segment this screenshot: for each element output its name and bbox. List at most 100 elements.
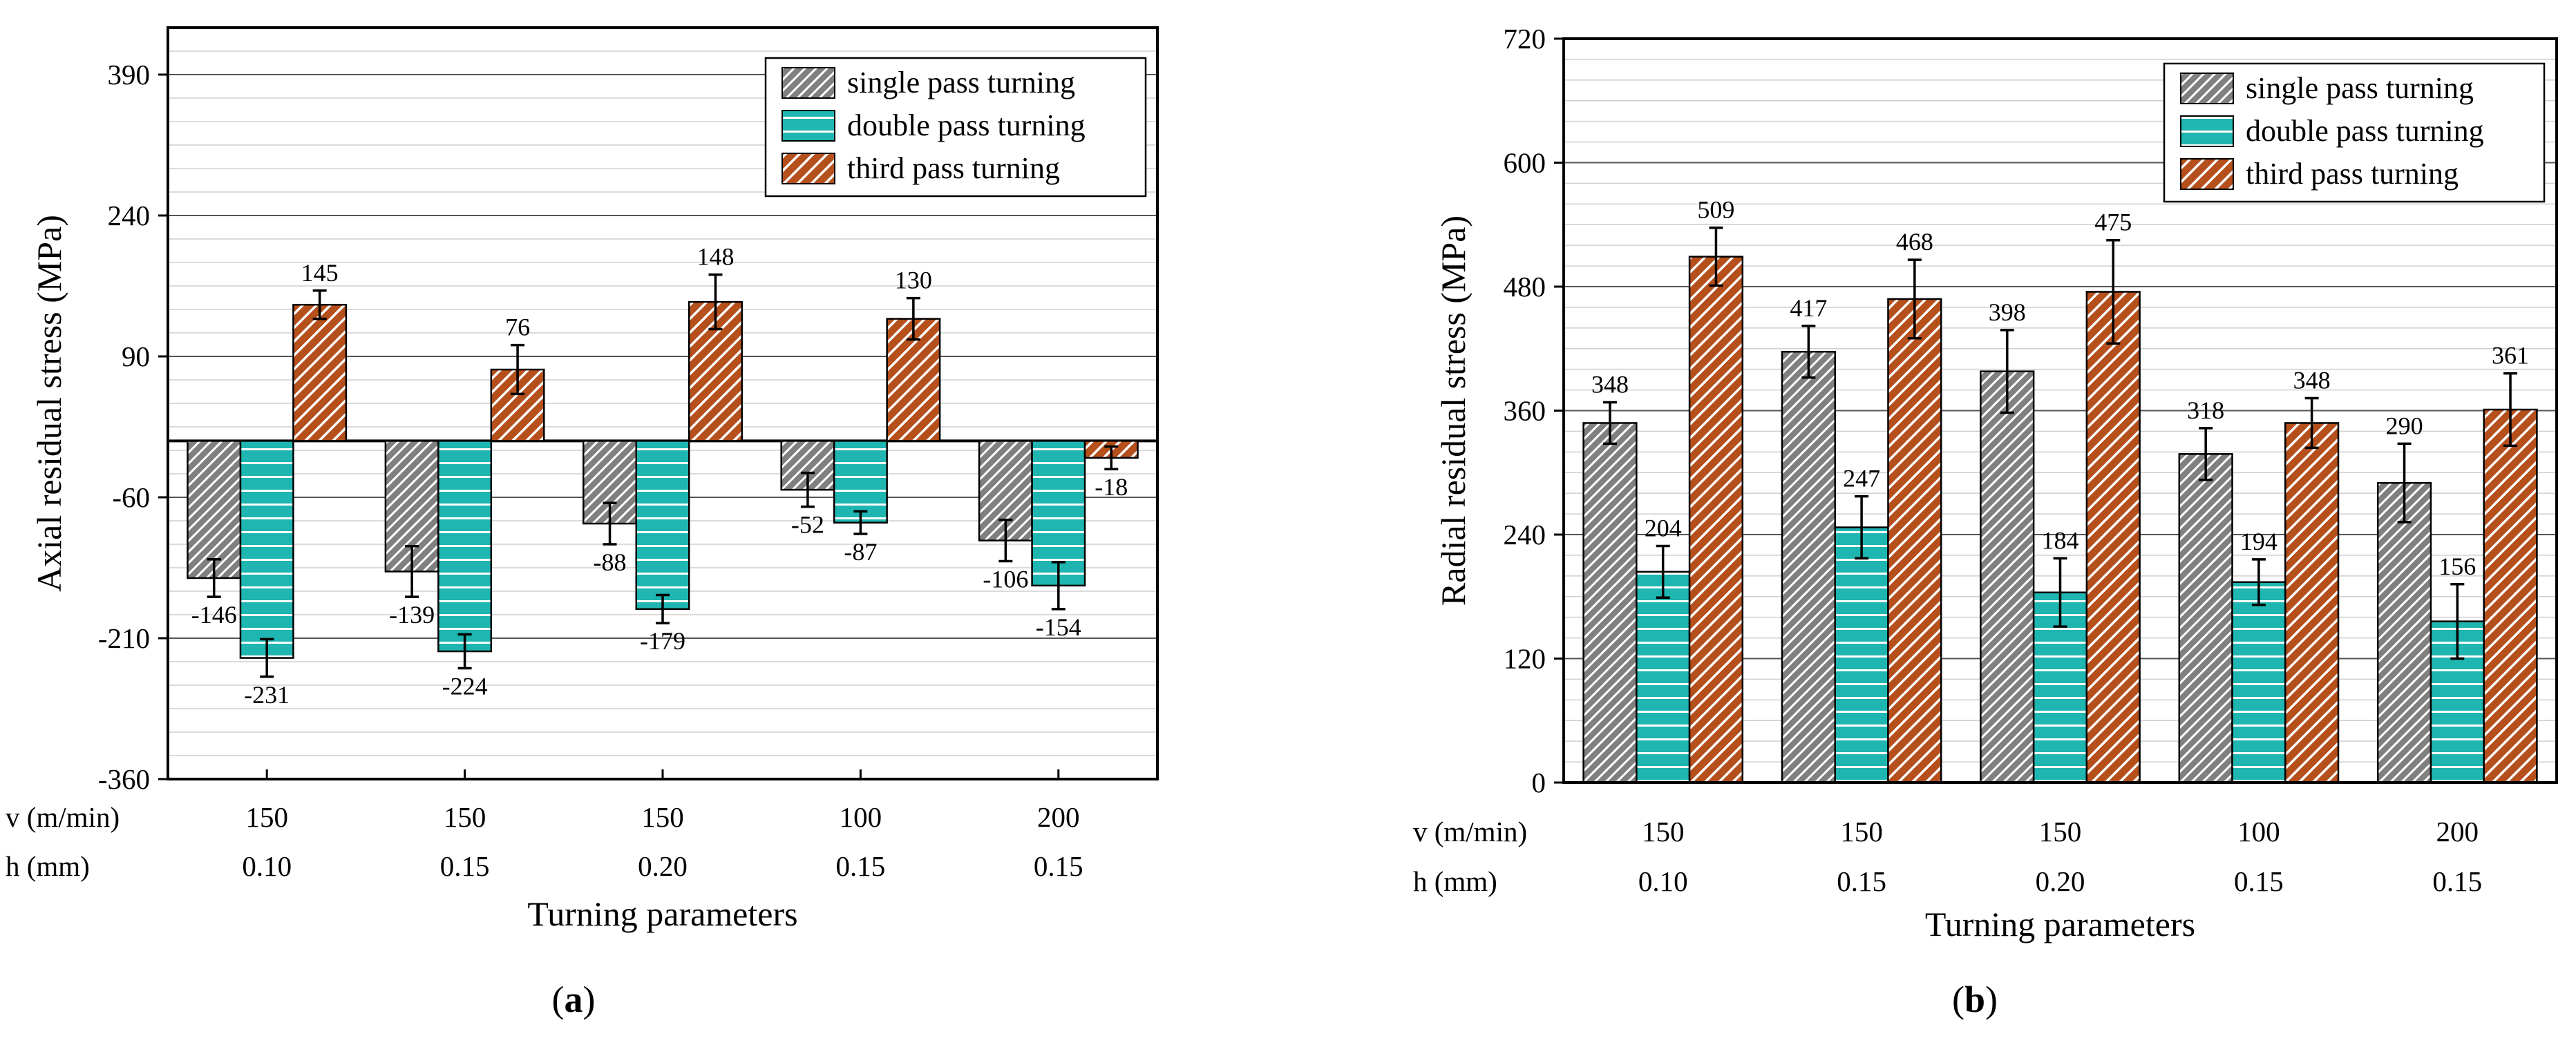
legend-label: double pass turning — [2246, 114, 2484, 148]
data-label: 417 — [1790, 294, 1827, 322]
data-label: 76 — [505, 314, 530, 341]
data-label: 247 — [1843, 465, 1880, 492]
param-value: 200 — [1037, 801, 1080, 833]
bar-third — [2284, 422, 2340, 784]
x-axis-label: Turning parameters — [1925, 905, 2195, 943]
bar-single — [2178, 453, 2233, 784]
y-axis-label: Radial residual stress (MPa) — [1434, 215, 1472, 606]
y-tick-label: 120 — [1504, 643, 1546, 675]
y-axis-label: Axial residual stress (MPa) — [30, 215, 68, 592]
legend-swatch-double — [2180, 115, 2234, 147]
param-value: 100 — [2237, 816, 2280, 847]
bar-double — [437, 440, 493, 653]
data-label: 398 — [1989, 298, 2026, 326]
data-label: 148 — [697, 243, 734, 271]
legend-swatch-single — [782, 67, 835, 99]
data-label: -231 — [244, 681, 290, 709]
data-label: 475 — [2094, 209, 2132, 236]
y-tick-label: 480 — [1504, 271, 1546, 303]
panel-letter: b — [1964, 979, 1985, 1020]
panel-tag: (a) — [552, 979, 596, 1020]
bar-single — [583, 440, 638, 525]
param-row-label: h (mm) — [6, 850, 90, 882]
legend-swatch-single — [2180, 73, 2234, 104]
y-tick-label: -210 — [98, 622, 150, 654]
bar-third — [2085, 291, 2141, 784]
param-row-label: v (m/min) — [6, 801, 120, 833]
param-row-label: h (mm) — [1413, 865, 1497, 897]
param-value: 0.15 — [836, 850, 886, 882]
param-value: 0.15 — [440, 850, 490, 882]
param-value: 0.10 — [242, 850, 292, 882]
y-tick-label: 0 — [1532, 767, 1546, 798]
data-label: 204 — [1645, 514, 1682, 541]
param-value: 0.15 — [2432, 865, 2482, 897]
bar-double — [239, 440, 294, 659]
data-label: -154 — [1036, 613, 1081, 641]
plot-frame — [167, 26, 1159, 780]
param-value: 200 — [2436, 816, 2479, 847]
bar-single — [1781, 350, 1836, 784]
param-value: 0.15 — [1034, 850, 1083, 882]
legend-label: double pass turning — [847, 108, 1086, 142]
param-value: 0.10 — [1638, 865, 1688, 897]
bar-third — [2483, 408, 2538, 784]
chart-panel-a: -360 -210 -60 90 240 390 -146 -231 145 -139 -224 76… — [6, 26, 1159, 1020]
data-label: -18 — [1095, 473, 1128, 501]
data-label: 290 — [2386, 412, 2423, 439]
data-label: 194 — [2240, 528, 2277, 555]
bar-double — [1636, 571, 1691, 784]
param-value: 0.15 — [1837, 865, 1886, 897]
data-label: 348 — [1591, 371, 1629, 399]
bar-third — [1887, 298, 1942, 784]
data-label: -88 — [594, 548, 627, 576]
data-label: -52 — [791, 511, 824, 539]
data-label: 184 — [2042, 526, 2079, 554]
y-tick-label: 720 — [1504, 23, 1546, 55]
bar-double — [833, 440, 888, 524]
legend-swatch-third — [782, 153, 835, 184]
bar-third — [1688, 256, 1744, 784]
param-value: 0.20 — [2036, 865, 2085, 897]
bar-third — [292, 303, 348, 442]
param-value: 100 — [840, 801, 882, 833]
data-label: -224 — [442, 673, 488, 700]
bar-double — [635, 440, 690, 611]
bar-double — [2231, 581, 2286, 784]
panel-tag: (b) — [1952, 979, 1998, 1020]
y-tick-label: 90 — [122, 341, 150, 372]
param-value: 0.20 — [638, 850, 688, 882]
legend-label: single pass turning — [2246, 71, 2474, 105]
legend-label: third pass turning — [2246, 157, 2459, 191]
plot-frame — [1562, 37, 2558, 784]
data-label: 130 — [895, 267, 932, 294]
data-label: 145 — [301, 259, 339, 287]
param-value: 150 — [2039, 816, 2082, 847]
chart-panel-b: 0 120 240 360 480 600 720 348 204 509 417 247 468 398… — [1413, 23, 2558, 1020]
bar-single — [1980, 370, 2035, 784]
x-axis-label: Turning parameters — [527, 894, 797, 933]
data-label: 348 — [2293, 367, 2331, 394]
y-tick-label: 240 — [108, 200, 151, 231]
y-tick-label: -360 — [98, 763, 150, 795]
data-label: -87 — [844, 538, 877, 566]
data-label: 318 — [2187, 396, 2224, 424]
data-label: 468 — [1896, 228, 1933, 256]
y-tick-label: 360 — [1504, 395, 1546, 427]
data-label: -179 — [640, 627, 685, 655]
data-label: 509 — [1697, 196, 1734, 224]
bar-single — [1582, 422, 1638, 784]
bar-single — [2376, 481, 2432, 784]
bar-double — [1834, 526, 1889, 784]
data-label: 156 — [2438, 553, 2476, 580]
param-value: 150 — [444, 801, 486, 833]
param-value: 150 — [1840, 816, 1883, 847]
param-value: 150 — [1642, 816, 1685, 847]
bar-single — [187, 440, 242, 579]
legend-swatch-double — [782, 110, 835, 142]
y-tick-label: -60 — [112, 481, 150, 513]
param-value: 0.15 — [2234, 865, 2284, 897]
param-value: 150 — [245, 801, 288, 833]
legend-swatch-third — [2180, 158, 2234, 190]
